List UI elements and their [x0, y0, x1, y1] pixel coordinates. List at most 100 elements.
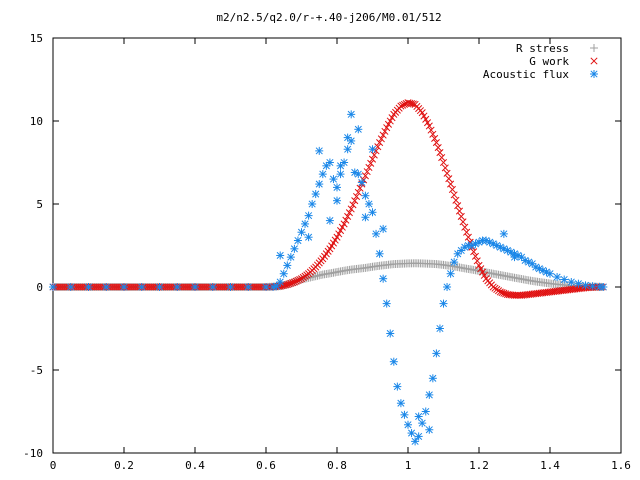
data-point — [317, 257, 325, 265]
data-point — [368, 208, 377, 217]
data-point — [208, 283, 217, 291]
data-point — [66, 283, 75, 291]
data-point — [287, 279, 295, 287]
data-point — [407, 100, 416, 108]
data-point — [292, 277, 300, 285]
data-point — [480, 271, 488, 279]
data-point — [352, 192, 361, 201]
data-point — [347, 110, 356, 119]
data-point — [448, 185, 456, 194]
data-point — [329, 175, 338, 184]
data-point — [315, 146, 324, 155]
data-point — [336, 161, 345, 170]
data-point — [333, 183, 341, 192]
data-point — [137, 283, 146, 291]
data-point — [363, 168, 371, 176]
data-point — [435, 324, 444, 333]
data-point — [357, 178, 366, 187]
data-point — [191, 283, 199, 291]
data-point — [276, 278, 285, 287]
data-point — [338, 267, 347, 276]
data-point — [515, 274, 524, 283]
data-point — [478, 268, 487, 276]
data-point — [466, 265, 475, 274]
legend-marker — [590, 70, 598, 78]
data-point — [336, 227, 345, 235]
data-point — [336, 170, 345, 179]
series-g-work — [49, 99, 607, 299]
series-layer — [49, 99, 608, 446]
data-point — [459, 218, 467, 226]
legend-label: G work — [529, 55, 569, 68]
data-point — [567, 278, 576, 287]
data-point — [399, 101, 407, 109]
data-point — [431, 134, 439, 142]
data-point — [443, 283, 452, 291]
data-point — [382, 299, 391, 308]
data-point — [84, 283, 93, 291]
data-point — [393, 382, 402, 391]
data-point — [501, 272, 510, 281]
x-tick-label: 1.6 — [611, 459, 631, 472]
x-tick-label: 1.4 — [540, 459, 560, 472]
data-point — [354, 188, 362, 196]
data-point — [400, 100, 409, 108]
data-point — [331, 268, 340, 277]
data-point — [422, 115, 430, 123]
data-point — [400, 410, 409, 419]
data-point — [522, 276, 531, 285]
data-point — [286, 253, 295, 262]
y-tick-label: -5 — [30, 364, 43, 377]
data-point — [290, 244, 299, 253]
data-point — [423, 119, 432, 127]
data-point — [475, 261, 483, 269]
data-point — [588, 282, 597, 291]
data-point — [450, 258, 459, 267]
data-point — [361, 191, 370, 200]
data-point — [599, 283, 608, 291]
data-point — [494, 287, 503, 295]
data-point — [301, 219, 310, 228]
data-point — [324, 247, 332, 255]
data-point — [276, 251, 285, 260]
data-point — [464, 233, 472, 241]
data-point — [546, 269, 554, 278]
data-point — [315, 180, 324, 189]
legend-label: R stress — [516, 42, 569, 55]
data-point — [384, 120, 393, 128]
y-tick-label: 0 — [36, 281, 43, 294]
data-point — [345, 209, 353, 217]
data-point — [381, 127, 389, 135]
data-point — [377, 135, 385, 143]
data-point — [349, 201, 357, 209]
legend-label: Acoustic flux — [483, 68, 569, 81]
data-point — [361, 213, 370, 222]
data-point — [499, 229, 508, 238]
y-axis: -10 -5 0 5 10 15 — [23, 32, 621, 460]
data-point — [452, 196, 460, 204]
y-tick-label: 5 — [36, 198, 43, 211]
data-point — [560, 275, 569, 284]
data-point — [500, 289, 508, 297]
data-point — [375, 249, 384, 258]
data-point — [294, 276, 302, 284]
data-point — [553, 273, 562, 282]
data-point — [354, 125, 363, 134]
x-tick-label: 0.8 — [327, 459, 347, 472]
data-point — [376, 139, 384, 147]
data-point — [324, 269, 333, 278]
data-point — [461, 223, 469, 231]
data-point — [512, 291, 520, 299]
data-point — [226, 283, 235, 291]
data-point — [411, 437, 420, 446]
data-point — [367, 159, 375, 167]
data-point — [414, 412, 423, 421]
data-point — [444, 261, 453, 270]
data-point — [473, 257, 481, 265]
data-point — [428, 374, 437, 383]
data-point — [436, 148, 444, 157]
data-point — [429, 130, 437, 138]
data-point — [432, 139, 440, 147]
series-acoustic-flux — [49, 110, 608, 446]
data-point — [455, 207, 464, 215]
